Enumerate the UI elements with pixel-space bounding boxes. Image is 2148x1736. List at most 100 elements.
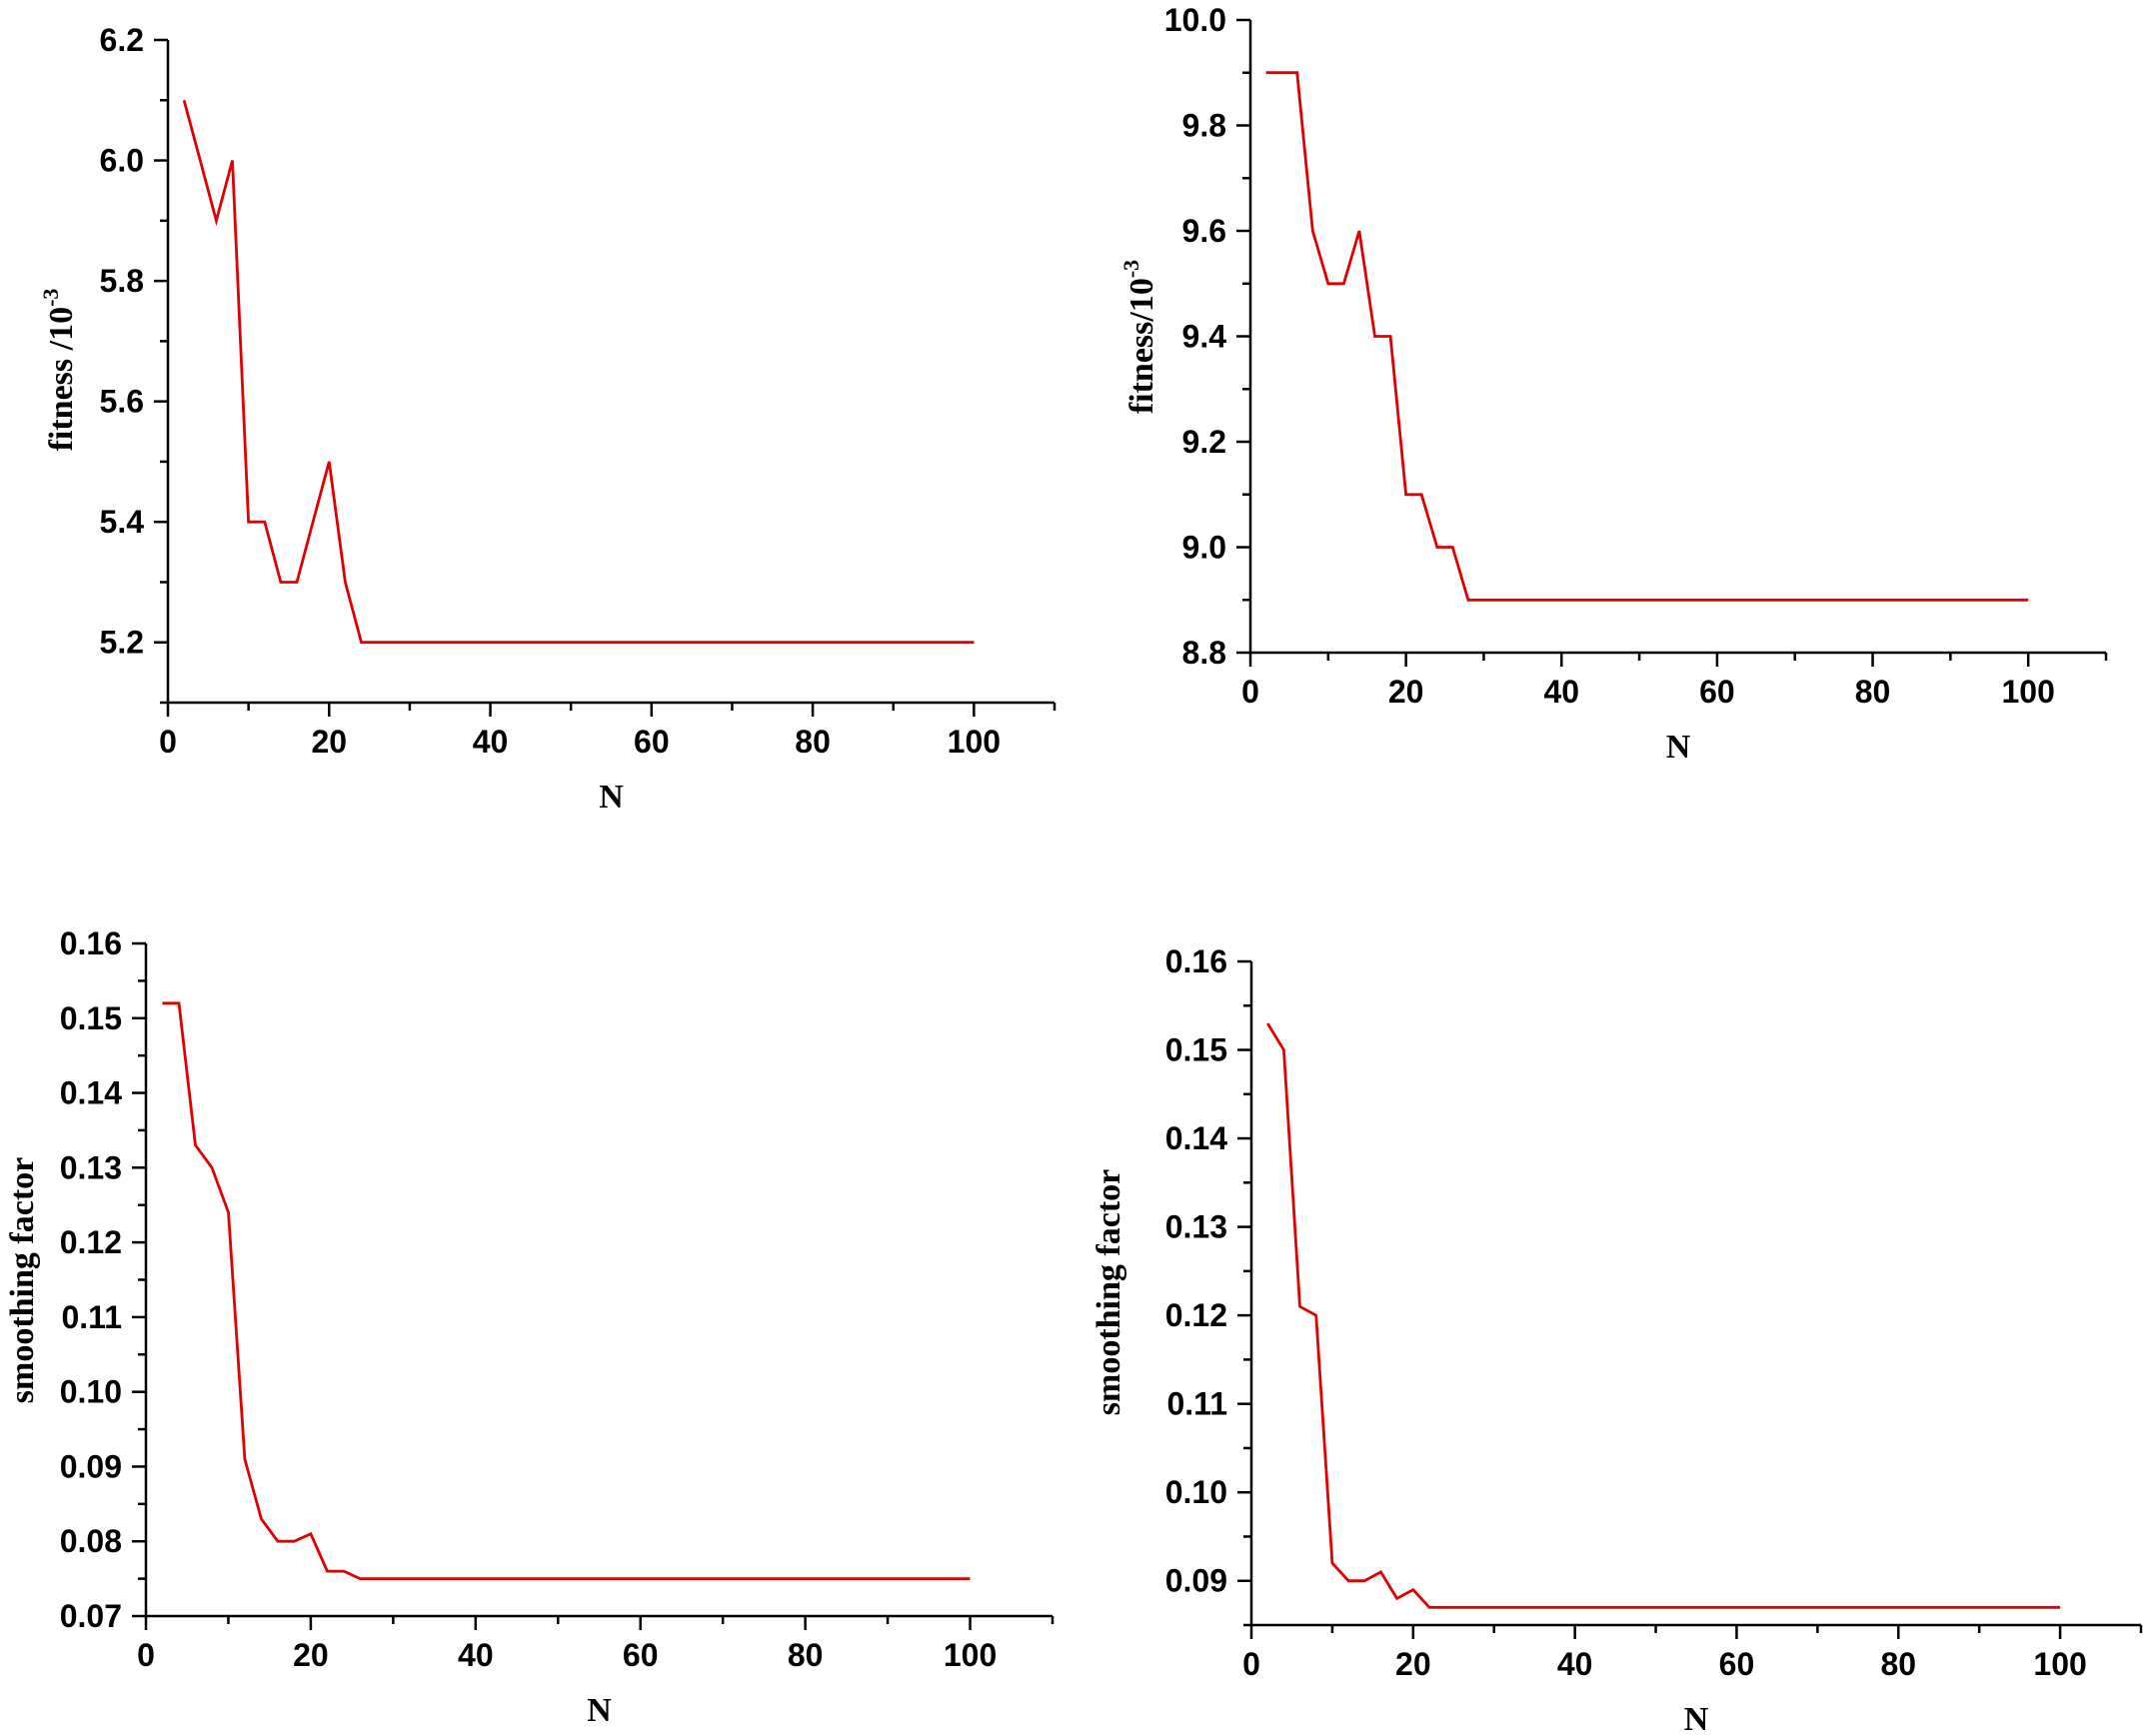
y-axis-title-superscript: -3 <box>38 289 63 307</box>
chart-panel-3: 0 20 40 60 80 100 0.07 0.08 0.09 0.10 0.11 0.12 0.13… <box>4 925 1055 1729</box>
data-point <box>177 1001 181 1005</box>
y-tick-label: 0.15 <box>1165 1032 1227 1068</box>
x-tick-label: 0 <box>1242 1646 1260 1682</box>
data-point <box>276 1539 280 1543</box>
data-point <box>2026 598 2030 602</box>
x-tick-label: 80 <box>1855 674 1891 710</box>
y-tick-label: 6.2 <box>100 22 144 58</box>
x-axis-title: N <box>599 779 624 816</box>
data-point <box>226 1210 230 1214</box>
y-tick-label: 9.2 <box>1182 424 1226 460</box>
x-tick-label: 40 <box>1543 674 1579 710</box>
x-tick-label: 100 <box>944 1637 997 1673</box>
x-tick-label: 100 <box>948 724 1001 760</box>
x-tick-label: 40 <box>473 724 509 760</box>
y-axis-title-text: smoothing factor <box>1090 1169 1127 1415</box>
x-tick-label: 0 <box>1241 674 1259 710</box>
data-point <box>1357 229 1361 233</box>
y-axis-title-text: fitness/10 <box>1123 278 1160 414</box>
x-tick-label: 20 <box>293 1637 329 1673</box>
x-tick-label: 20 <box>1388 674 1424 710</box>
data-point <box>198 159 202 163</box>
data-point <box>1264 71 1268 75</box>
data-point <box>1378 1570 1382 1574</box>
y-tick-label: 0.07 <box>60 1598 122 1634</box>
y-axis-title: smoothing factor <box>1090 1169 1127 1415</box>
x-tick-label: 40 <box>1557 1646 1593 1682</box>
y-axis-title-superscript: -3 <box>1118 260 1143 278</box>
data-point <box>1298 1304 1302 1308</box>
x-axis-title: N <box>1666 729 1691 766</box>
y-tick-label: 0.13 <box>1165 1209 1227 1245</box>
x-tick-label: 80 <box>795 724 831 760</box>
data-point <box>327 460 331 464</box>
series-line-1 <box>1266 1022 2061 1609</box>
y-tick-label: 6.0 <box>100 143 144 179</box>
data-point <box>210 1165 214 1169</box>
data-point <box>969 1577 973 1581</box>
data-point <box>342 1569 346 1573</box>
x-tick-label: 100 <box>2033 1646 2086 1682</box>
y-tick-label: 8.8 <box>1182 635 1226 671</box>
y-tick-label: 0.12 <box>60 1224 122 1260</box>
data-point <box>1373 335 1377 339</box>
data-point <box>358 1577 362 1581</box>
data-point <box>1310 229 1314 233</box>
data-point <box>295 580 299 584</box>
y-tick-label: 0.09 <box>60 1448 122 1484</box>
data-point <box>160 1001 164 1005</box>
data-point <box>1450 546 1454 550</box>
x-tick-label: 60 <box>623 1637 659 1673</box>
x-tick-label: 100 <box>2001 674 2054 710</box>
data-point <box>214 219 218 223</box>
x-axis-title: N <box>587 1692 612 1729</box>
x-tick-label: 60 <box>634 724 670 760</box>
data-point <box>263 520 267 524</box>
y-tick-label: 0.11 <box>61 1299 122 1335</box>
y-tick-label: 0.12 <box>1165 1297 1227 1333</box>
y-tick-label: 0.15 <box>60 1000 122 1036</box>
data-point <box>1362 1579 1366 1583</box>
data-point <box>1295 71 1299 75</box>
x-tick-label: 60 <box>1699 674 1735 710</box>
x-tick-label: 20 <box>311 724 347 760</box>
x-tick-label: 80 <box>788 1637 824 1673</box>
data-point <box>1435 546 1439 550</box>
data-point <box>292 1539 296 1543</box>
series-line-1 <box>182 99 975 645</box>
data-point <box>1265 1021 1269 1025</box>
x-tick-label: 80 <box>1880 1646 1916 1682</box>
data-point <box>1419 493 1423 497</box>
data-point <box>2058 1605 2062 1609</box>
x-tick-label: 60 <box>1719 1646 1755 1682</box>
data-point <box>1427 1605 1431 1609</box>
y-tick-label: 0.08 <box>60 1523 122 1559</box>
data-point <box>259 1517 263 1521</box>
y-tick-label: 10.0 <box>1164 2 1226 38</box>
data-point <box>1326 282 1330 286</box>
y-axis-title: fitness /10-3 <box>38 289 80 452</box>
y-tick-label: 0.16 <box>1165 943 1227 979</box>
data-point <box>376 641 380 645</box>
data-point <box>1466 598 1470 602</box>
data-point <box>182 98 186 102</box>
y-tick-label: 5.2 <box>100 625 144 661</box>
data-point <box>1404 493 1408 497</box>
data-point <box>343 580 347 584</box>
data-point <box>1341 282 1345 286</box>
data-point <box>972 641 976 645</box>
y-axis-title: smoothing factor <box>4 1157 41 1403</box>
y-axis-title-text: fitness /10 <box>43 307 80 452</box>
y-axis-title-text: smoothing factor <box>4 1157 41 1403</box>
y-tick-label: 0.14 <box>60 1075 122 1111</box>
y-tick-label: 0.13 <box>60 1149 122 1185</box>
data-point <box>247 520 251 524</box>
x-tick-label: 0 <box>137 1637 155 1673</box>
y-tick-label: 0.16 <box>60 925 122 961</box>
data-point <box>279 580 283 584</box>
data-point <box>193 1143 197 1147</box>
data-point <box>243 1457 247 1461</box>
